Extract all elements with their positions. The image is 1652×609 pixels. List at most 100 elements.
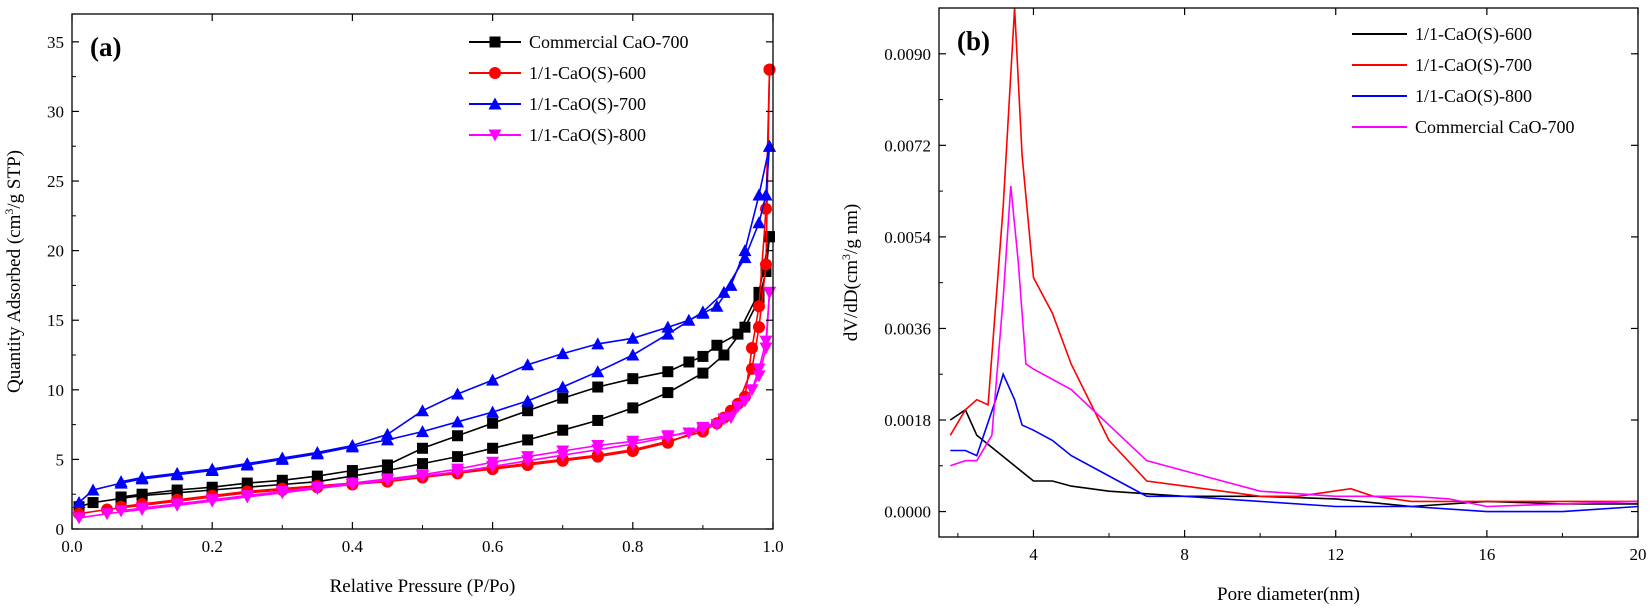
y-tick-label: 20 [47,242,64,261]
desorption-point [682,427,696,440]
desorption-point [710,299,724,312]
desorption-point [661,320,675,333]
desorption-point [752,188,766,201]
y-tick-label: 5 [56,450,65,469]
desorption-point [310,481,324,494]
adsorption-point [87,497,99,509]
y-tick-label: 35 [47,33,64,52]
adsorption-point [100,508,114,521]
adsorption-point [451,415,465,428]
desorption-point [416,469,429,482]
x-tick-label: 0.6 [482,537,503,556]
desorption-point [724,278,738,291]
panel-label: (a) [90,32,121,62]
legend: Commercial CaO-700 1/1-CaO(S)-600 1/1-CaO(… [469,32,688,146]
legend-marker [489,36,501,48]
series-1-1-cao-s-800 [72,286,776,525]
y-tick-label: 0.0090 [884,45,931,64]
desorption-point [205,494,219,507]
desorption-point [762,286,776,299]
legend-item-1-1-cao-s-700: 1/1-CaO(S)-700 [1352,55,1532,76]
legend-label: 1/1-CaO(S)-700 [529,94,646,115]
desorption-point [522,405,534,417]
desorption-point [738,244,752,257]
desorption-point [240,490,254,503]
adsorption-point [521,394,535,407]
adsorption-point [557,424,569,436]
desorption-point [711,339,723,351]
x-tick-label: 20 [1630,545,1647,564]
y-tick-label: 0 [56,520,65,539]
curve-line [949,7,1638,503]
adsorption-point [72,512,86,525]
desorption-point [521,451,535,464]
desorption-point [310,445,324,458]
desorption-point [591,337,605,350]
series-1-1-cao-s-800 [950,371,1639,513]
desorption-point [626,435,640,448]
desorption-point [486,373,500,386]
desorption-point [592,381,604,393]
legend-item-1-1-cao-s-600: 1/1-CaO(S)-600 [469,63,646,84]
plot-area [949,7,1639,513]
desorption-point [345,438,359,451]
y-tick-label: 15 [47,311,64,330]
legend-label: Commercial CaO-700 [529,32,688,52]
x-tick-label: 16 [1478,545,1495,564]
adsorption-point [591,365,605,378]
y-tick-label: 0.0000 [884,503,931,522]
legend-label: 1/1-CaO(S)-700 [1415,55,1532,76]
desorption-point [662,366,674,378]
panel-label: (b) [957,26,990,56]
desorption-point [135,471,149,483]
curve-line [949,408,1638,508]
desorption-point [753,286,765,298]
adsorption-point [752,363,766,376]
curve-line [950,185,1639,508]
desorption-point [696,306,710,319]
desorption-point [521,358,535,371]
legend-label: Commercial CaO-700 [1415,117,1574,137]
y-tick-label: 0.0018 [884,411,931,430]
desorption-point [556,445,570,458]
series-commercial-cao-700 [73,231,775,513]
desorption-point [710,419,724,432]
adsorption-point [718,349,730,361]
desorption-point [557,392,569,404]
legend-item-commercial-cao-700: Commercial CaO-700 [469,32,688,52]
legend-label: 1/1-CaO(S)-600 [1415,24,1532,45]
desorption-point [135,502,149,515]
legend-item-commercial-cao-700: Commercial CaO-700 [1352,117,1574,137]
desorption-point [275,485,289,498]
x-axis-label: Pore diameter(nm) [1217,584,1360,605]
desorption-point [114,475,128,488]
desorption-point [452,430,464,442]
desorption-point [275,451,289,464]
desorption-point [206,481,218,493]
desorption-point [724,412,738,425]
adsorption-point [731,401,745,414]
desorption-line [120,146,771,483]
adsorption-point [592,414,604,426]
desorption-point [381,459,393,471]
desorption-point [697,350,709,362]
desorption-point [451,387,465,400]
x-tick-label: 0.0 [61,537,82,556]
legend-item-1-1-cao-s-800: 1/1-CaO(S)-800 [1352,86,1532,107]
legend-item-1-1-cao-s-800: 1/1-CaO(S)-800 [469,125,646,146]
y-tick-label: 0.0072 [884,136,931,155]
desorption-point [241,477,253,489]
desorption-point [345,477,359,490]
y-axis-label: Quantity Adsorbed (cm3/g STP) [2,150,25,393]
series-1-1-cao-s-600 [949,408,1638,508]
adsorption-point [452,451,464,463]
legend-marker [489,67,501,79]
desorption-point [380,427,394,440]
adsorption-point [739,321,751,333]
y-tick-label: 0.0036 [884,319,931,338]
desorption-point [763,63,776,76]
series-1-1-cao-s-700 [949,7,1638,503]
desorption-point [752,300,765,313]
desorption-point [732,328,744,340]
desorption-point [276,474,288,486]
